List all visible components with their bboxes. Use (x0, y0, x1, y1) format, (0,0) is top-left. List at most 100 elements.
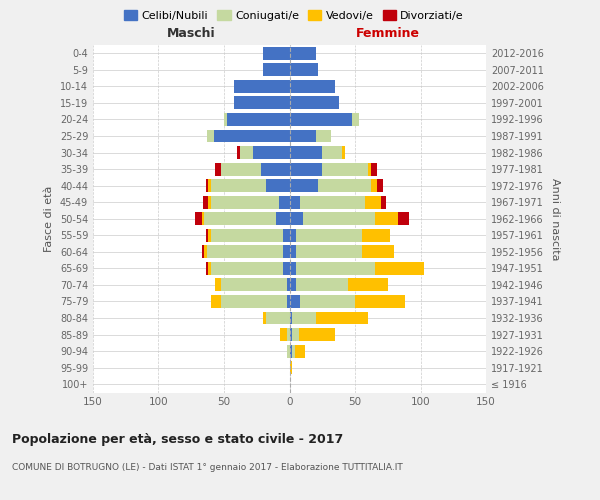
Bar (266, 179, 290, 192)
Bar (322, 146, 342, 159)
Bar (290, 278, 296, 291)
Bar (211, 179, 266, 192)
Bar (290, 96, 339, 110)
Bar (290, 328, 292, 341)
Bar (235, 80, 290, 93)
Bar (235, 96, 290, 110)
Bar (208, 262, 211, 275)
Bar (290, 80, 335, 93)
Bar (221, 162, 260, 175)
Bar (283, 229, 290, 242)
Bar (205, 246, 207, 258)
Bar (211, 229, 283, 242)
Bar (292, 344, 295, 358)
Bar (374, 212, 398, 225)
Bar (290, 179, 319, 192)
Text: Maschi: Maschi (167, 27, 215, 40)
Bar (355, 295, 405, 308)
Bar (221, 278, 287, 291)
Bar (207, 246, 283, 258)
Bar (365, 196, 381, 208)
Bar (211, 262, 283, 275)
Bar (214, 130, 290, 142)
Bar (290, 146, 322, 159)
Bar (295, 344, 305, 358)
Bar (290, 295, 300, 308)
Bar (287, 328, 290, 341)
Bar (287, 295, 290, 308)
Bar (211, 196, 279, 208)
Bar (352, 113, 359, 126)
Bar (299, 328, 335, 341)
Bar (290, 344, 292, 358)
Bar (279, 196, 290, 208)
Bar (290, 361, 292, 374)
Bar (263, 312, 266, 324)
Bar (296, 262, 374, 275)
Bar (215, 278, 221, 291)
Bar (296, 246, 362, 258)
Bar (290, 196, 300, 208)
Bar (362, 246, 394, 258)
Bar (342, 146, 344, 159)
Y-axis label: Anni di nascita: Anni di nascita (550, 178, 560, 260)
Bar (374, 262, 424, 275)
Bar (206, 229, 208, 242)
Bar (221, 295, 287, 308)
Bar (316, 312, 368, 324)
Bar (300, 295, 355, 308)
Bar (207, 130, 214, 142)
Bar (371, 179, 377, 192)
Text: COMUNE DI BOTRUGNO (LE) - Dati ISTAT 1° gennaio 2017 - Elaborazione TUTTITALIA.I: COMUNE DI BOTRUGNO (LE) - Dati ISTAT 1° … (12, 462, 403, 471)
Bar (283, 262, 290, 275)
Bar (300, 196, 365, 208)
Bar (227, 113, 290, 126)
Bar (253, 146, 290, 159)
Bar (224, 113, 227, 126)
Bar (206, 179, 208, 192)
Bar (215, 162, 221, 175)
Bar (371, 162, 377, 175)
Bar (290, 130, 316, 142)
Bar (290, 229, 296, 242)
Bar (398, 212, 409, 225)
Bar (319, 179, 371, 192)
Bar (203, 196, 208, 208)
Bar (202, 212, 205, 225)
Bar (290, 162, 322, 175)
Bar (287, 344, 290, 358)
Bar (290, 246, 296, 258)
Bar (381, 196, 386, 208)
Bar (362, 229, 391, 242)
Bar (290, 64, 319, 76)
Bar (237, 146, 240, 159)
Bar (290, 262, 296, 275)
Bar (211, 295, 221, 308)
Bar (208, 196, 211, 208)
Bar (208, 229, 211, 242)
Bar (296, 229, 362, 242)
Bar (263, 47, 290, 60)
Y-axis label: Fasce di età: Fasce di età (44, 186, 54, 252)
Legend: Celibi/Nubili, Coniugati/e, Vedovi/e, Divorziati/e: Celibi/Nubili, Coniugati/e, Vedovi/e, Di… (119, 6, 469, 25)
Bar (290, 47, 316, 60)
Bar (290, 113, 352, 126)
Text: Popolazione per età, sesso e stato civile - 2017: Popolazione per età, sesso e stato civil… (12, 432, 343, 446)
Bar (202, 246, 205, 258)
Bar (260, 162, 290, 175)
Bar (316, 130, 331, 142)
Bar (368, 162, 371, 175)
Bar (195, 212, 202, 225)
Bar (240, 146, 253, 159)
Text: Femmine: Femmine (356, 27, 420, 40)
Bar (377, 179, 383, 192)
Bar (280, 328, 287, 341)
Bar (322, 162, 368, 175)
Bar (296, 278, 349, 291)
Bar (206, 262, 208, 275)
Bar (205, 212, 277, 225)
Bar (263, 64, 290, 76)
Bar (266, 312, 290, 324)
Bar (302, 212, 374, 225)
Bar (208, 179, 211, 192)
